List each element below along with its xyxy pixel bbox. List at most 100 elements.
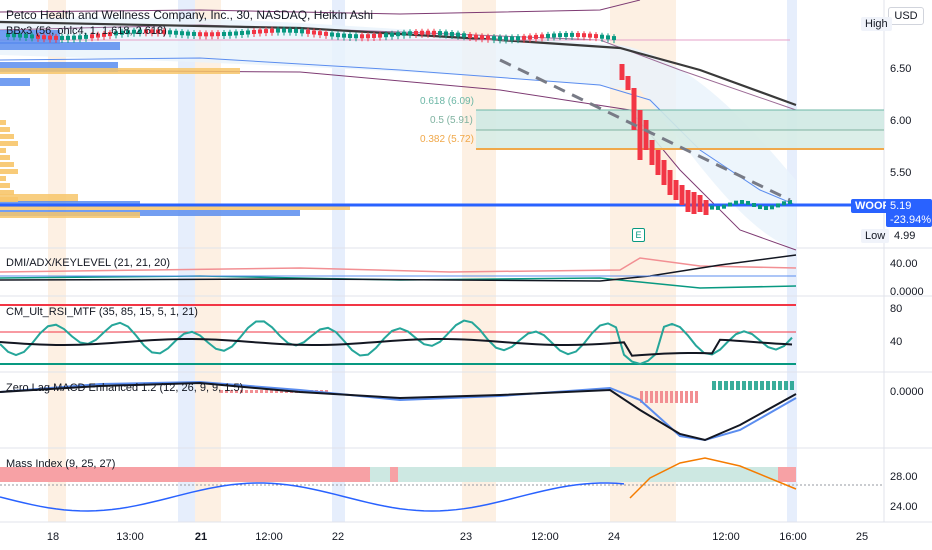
candle-body xyxy=(625,76,631,90)
macd-hist-bar xyxy=(270,390,273,393)
time-tick: 12:00 xyxy=(712,531,740,543)
macd-hist-bar xyxy=(250,390,253,393)
volume-profile-bar xyxy=(0,212,140,218)
dmi-plus-line xyxy=(0,257,797,273)
candle-body xyxy=(450,31,454,36)
candle-body xyxy=(716,205,720,210)
time-tick: 18 xyxy=(46,531,60,543)
high-label: High xyxy=(861,17,892,31)
macd-hist-bar xyxy=(275,390,278,393)
candle-body xyxy=(324,31,328,36)
candle-body xyxy=(174,30,178,35)
candle-body xyxy=(432,30,436,35)
candle-body xyxy=(540,34,544,39)
indicator-bbx3-title[interactable]: BBx3 (56, ohlc4, 1, 1.618, 2.618) xyxy=(6,25,167,37)
macd-hist-bar xyxy=(255,390,258,393)
candle-body xyxy=(504,36,508,41)
volume-profile-bar xyxy=(0,155,10,160)
candle-body xyxy=(770,205,774,210)
candle-body xyxy=(402,31,406,36)
candle-body xyxy=(30,34,34,39)
candle-body xyxy=(348,33,352,38)
mass-pane-title[interactable]: Mass Index (9, 25, 27) xyxy=(6,458,116,470)
volume-profile-bar xyxy=(0,148,6,153)
macd-hist-bar xyxy=(230,390,233,393)
fib-382-label: 0.382 (5.72) xyxy=(420,134,474,145)
time-tick: 24 xyxy=(607,531,621,543)
candle-body xyxy=(180,31,184,36)
mass-tick: 24.00 xyxy=(890,501,918,513)
price-change: -23.94% xyxy=(886,213,932,227)
candle-body xyxy=(192,31,196,36)
candle-body xyxy=(480,35,484,40)
macd-hist-bar xyxy=(680,391,683,403)
candle-body xyxy=(258,29,262,34)
candle-body xyxy=(144,29,148,34)
candle-body xyxy=(444,31,448,36)
candle-body xyxy=(168,30,172,35)
macd-hist-bar xyxy=(695,391,698,403)
macd-pane-title[interactable]: Zero Lag MACD Enhanced 1.2 (12, 26, 9, 9… xyxy=(6,382,244,394)
candle-body xyxy=(42,35,46,40)
candle-body xyxy=(132,29,136,34)
candle-body xyxy=(600,34,604,39)
macd-hist-bar xyxy=(220,390,223,393)
candle-body xyxy=(246,30,250,35)
candle-body xyxy=(228,31,232,36)
candle-body xyxy=(710,205,714,210)
time-tick: 16:00 xyxy=(779,531,807,543)
candle-body xyxy=(372,33,376,38)
macd-hist-bar xyxy=(748,381,752,390)
mass-band xyxy=(370,467,638,482)
volume-profile-bar xyxy=(0,78,30,86)
volume-profile-bar xyxy=(0,42,120,50)
volume-profile-bar xyxy=(0,141,18,146)
candle-body xyxy=(210,32,214,37)
macd-hist-bar xyxy=(772,381,776,390)
macd-hist-bar xyxy=(724,381,728,390)
macd-hist-bar xyxy=(790,381,794,390)
candle-body xyxy=(252,29,256,34)
candle-body xyxy=(120,30,124,35)
currency-button[interactable]: USD xyxy=(888,7,924,25)
candle-body xyxy=(619,64,625,80)
candle-body xyxy=(126,30,130,35)
session-band xyxy=(48,0,66,522)
time-tick: 21 xyxy=(194,531,208,543)
volume-profile-bar xyxy=(0,194,78,202)
candle-body xyxy=(84,34,88,39)
dmi-tick: 40.00 xyxy=(890,258,918,270)
candle-body xyxy=(510,36,514,41)
candle-body xyxy=(703,200,709,215)
candle-body xyxy=(156,29,160,34)
candle-body xyxy=(740,200,744,205)
price-tick: 6.00 xyxy=(890,115,912,127)
time-tick: 12:00 xyxy=(255,531,283,543)
earnings-marker[interactable]: E xyxy=(632,228,645,242)
candle-body xyxy=(114,31,118,36)
rsi-tick: 80 xyxy=(890,303,903,315)
candle-body xyxy=(552,33,556,38)
rsi-line xyxy=(0,319,793,366)
candle-body xyxy=(318,31,322,36)
dmi-tick: 0.0000 xyxy=(890,286,924,298)
volume-profile-bar xyxy=(0,197,18,202)
chart-title: Petco Health and Wellness Company, Inc.,… xyxy=(6,8,374,22)
candle-body xyxy=(582,33,586,38)
macd-hist-bar xyxy=(225,390,228,393)
candle-body xyxy=(758,205,762,210)
macd-tick: 0.0000 xyxy=(890,386,924,398)
candle-body xyxy=(534,34,538,39)
candle-body xyxy=(6,33,10,38)
dmi-pane-title[interactable]: DMI/ADX/KEYLEVEL (21, 21, 20) xyxy=(6,257,171,269)
macd-hist-bar xyxy=(670,391,673,403)
current-price: 5.19 xyxy=(886,199,932,213)
macd-hist-bar xyxy=(245,390,248,393)
candle-body xyxy=(637,110,643,160)
macd-hist-bar xyxy=(665,391,668,403)
session-band xyxy=(195,0,221,522)
macd-hist-bar xyxy=(742,381,746,390)
volume-profile-bar xyxy=(0,210,300,216)
rsi-pane-title[interactable]: CM_Ult_RSI_MTF (35, 85, 15, 5, 1, 21) xyxy=(6,306,198,318)
